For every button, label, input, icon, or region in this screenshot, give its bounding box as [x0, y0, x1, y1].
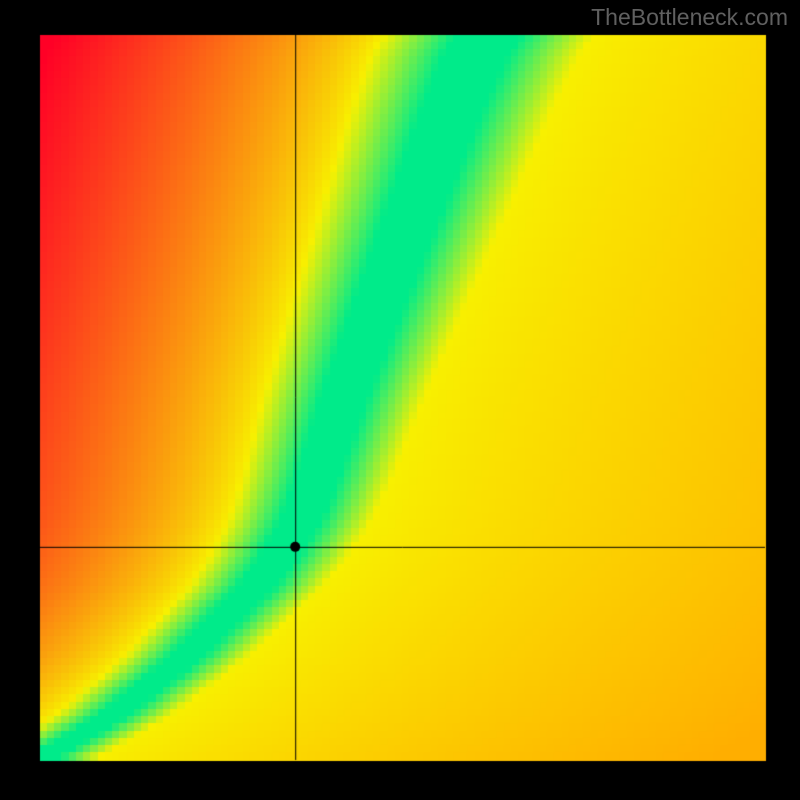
watermark-text: TheBottleneck.com — [591, 4, 788, 31]
heatmap-chart — [0, 0, 800, 800]
